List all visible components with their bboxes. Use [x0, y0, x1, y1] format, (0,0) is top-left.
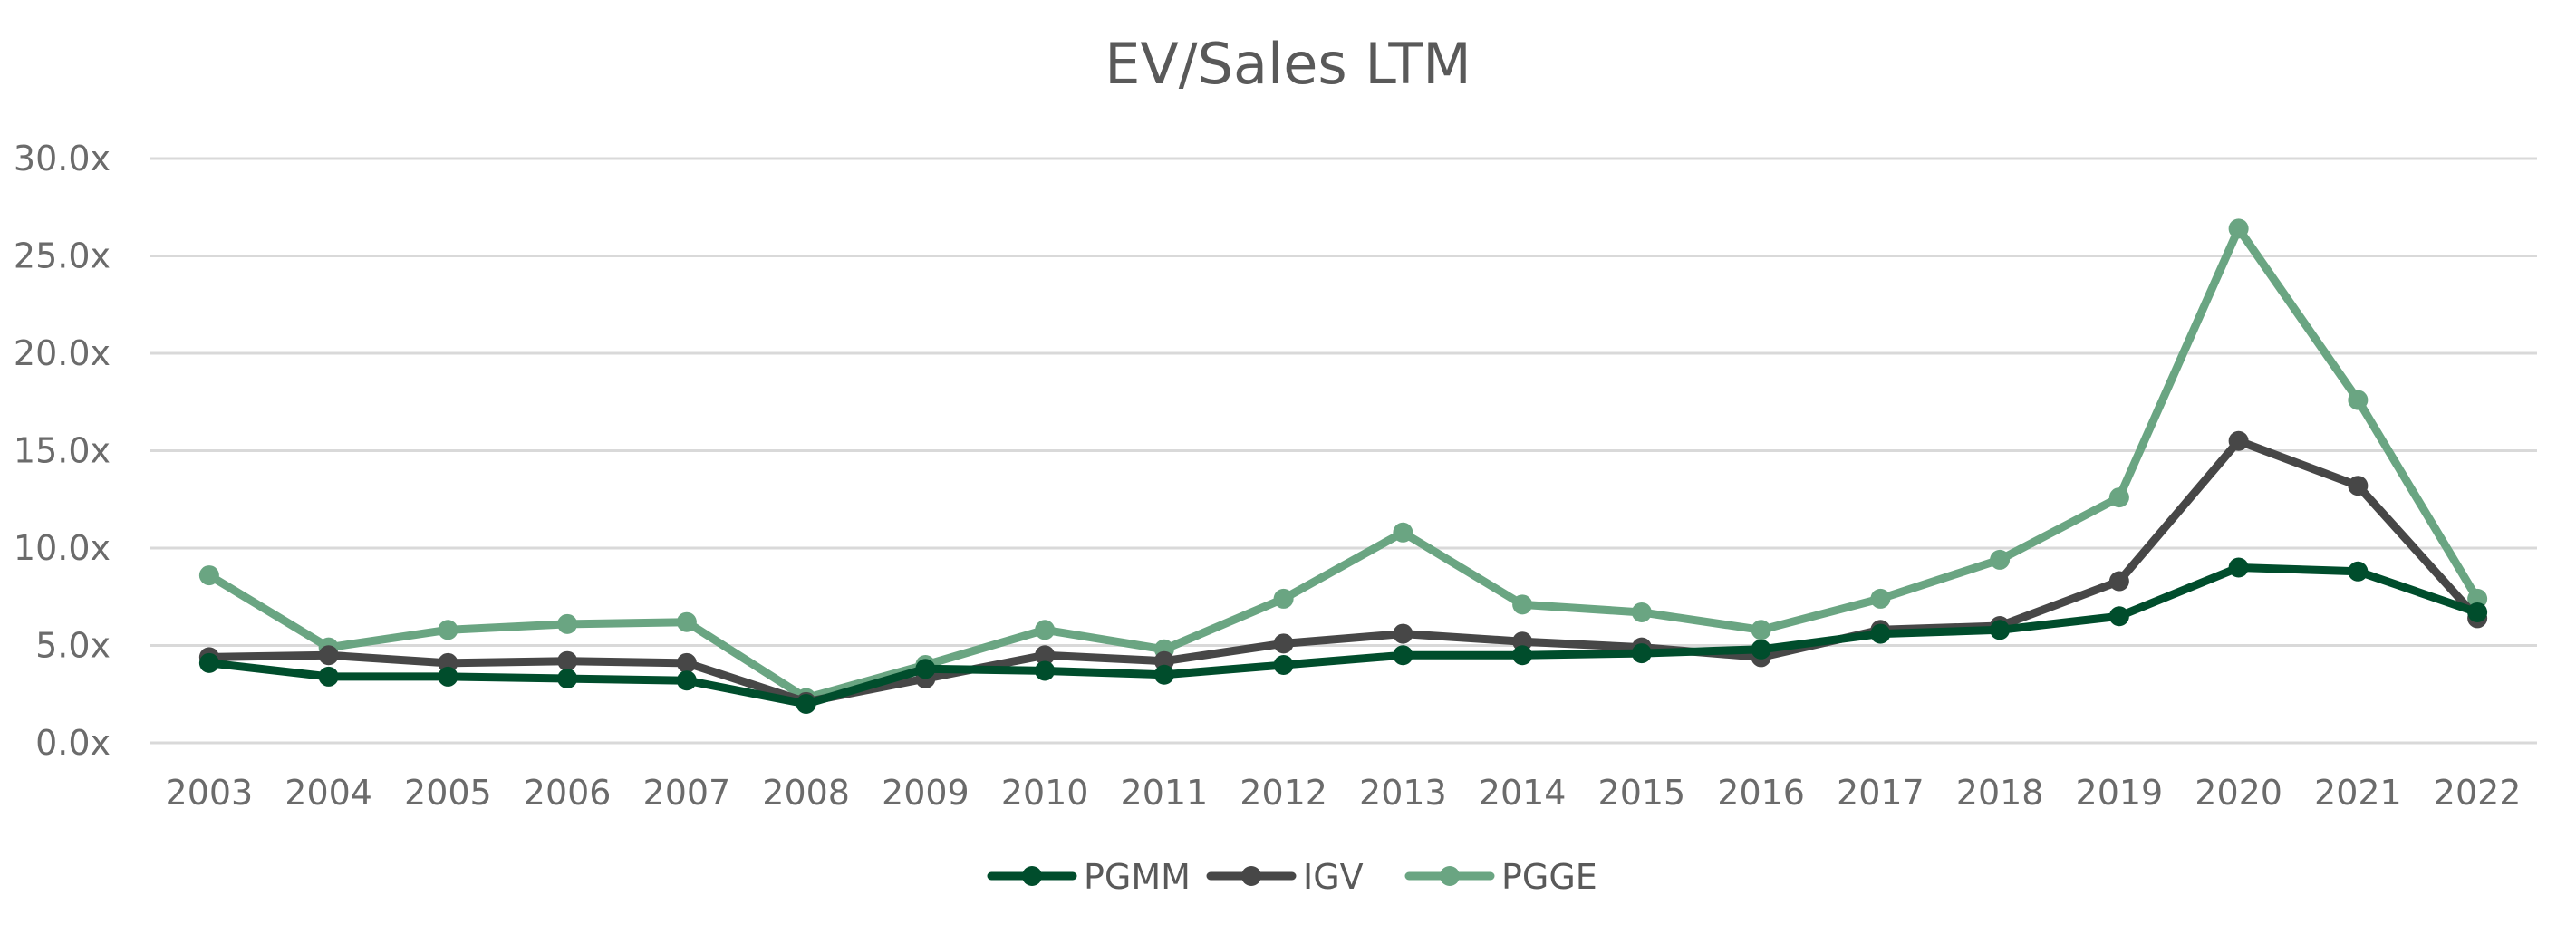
data-point	[1035, 645, 1056, 666]
legend-marker	[1440, 866, 1460, 886]
x-tick-label: 2011	[1121, 773, 1209, 813]
legend-marker	[1241, 866, 1261, 886]
data-point	[438, 666, 458, 687]
legend-item-pgmm: PGMM	[987, 857, 1191, 897]
data-point	[1751, 639, 1771, 660]
data-point	[1393, 645, 1413, 666]
y-tick-label: 25.0x	[14, 236, 111, 276]
x-tick-label: 2014	[1479, 773, 1567, 813]
data-point	[1153, 664, 1174, 685]
data-point	[796, 694, 816, 714]
data-point	[1870, 623, 1891, 644]
data-point	[1990, 549, 2011, 570]
data-point	[1273, 588, 1294, 609]
data-point	[438, 652, 458, 673]
x-tick-label: 2003	[166, 773, 254, 813]
y-tick-label: 0.0x	[35, 723, 111, 763]
data-point	[557, 613, 578, 634]
data-point	[676, 670, 697, 691]
data-point	[1631, 643, 1652, 664]
x-tick-label: 2017	[1837, 773, 1925, 813]
data-point	[557, 650, 578, 671]
grid-lines	[150, 157, 2537, 745]
series-layer	[198, 218, 2488, 714]
data-point	[2467, 588, 2488, 609]
legend-label: IGV	[1303, 857, 1364, 897]
data-point	[1273, 633, 1294, 654]
x-tick-label: 2022	[2434, 773, 2522, 813]
x-tick-label: 2021	[2314, 773, 2402, 813]
data-point	[2228, 557, 2249, 578]
series-line	[205, 563, 2482, 708]
series-pgmm	[198, 557, 2488, 714]
data-point	[676, 611, 697, 632]
data-point	[2108, 487, 2129, 508]
y-tick-label: 15.0x	[14, 431, 111, 471]
chart-title: EV/Sales LTM	[1105, 31, 1471, 97]
x-tick-label: 2020	[2195, 773, 2282, 813]
legend-label: PGMM	[1084, 857, 1191, 897]
x-tick-label: 2018	[1956, 773, 2044, 813]
y-tick-label: 30.0x	[14, 139, 111, 178]
legend-label: PGGE	[1501, 857, 1597, 897]
data-point	[1393, 522, 1413, 543]
data-point	[1273, 655, 1294, 675]
legend-marker	[1022, 866, 1042, 886]
y-tick-label: 20.0x	[14, 333, 111, 373]
data-point	[1512, 594, 1533, 615]
data-point	[2348, 476, 2369, 496]
data-point	[1751, 620, 1771, 640]
data-point	[1035, 620, 1056, 640]
series-line	[205, 224, 2482, 703]
y-axis-tick-labels: 0.0x 5.0x 10.0x 15.0x 20.0x 25.0x 30.0x	[14, 139, 111, 763]
legend-item-igv: IGV	[1206, 857, 1364, 897]
x-tick-label: 2013	[1359, 773, 1447, 813]
x-tick-label: 2007	[643, 773, 731, 813]
x-axis-tick-labels: 2003 2004 2005 2006 2007 2008 2009 2010 2011 2012…	[166, 773, 2522, 813]
legend-item-pgge: PGGE	[1404, 857, 1597, 897]
x-tick-label: 2009	[882, 773, 970, 813]
data-point	[2108, 606, 2129, 627]
data-point	[1512, 631, 1533, 652]
x-tick-label: 2005	[404, 773, 492, 813]
series-igv	[198, 430, 2488, 712]
data-point	[1035, 660, 1056, 681]
x-tick-label: 2012	[1240, 773, 1327, 813]
data-point	[318, 666, 339, 687]
data-point	[2228, 430, 2249, 451]
data-point	[2348, 390, 2369, 410]
data-point	[2467, 602, 2488, 622]
data-point	[438, 620, 458, 640]
x-tick-label: 2006	[524, 773, 612, 813]
x-tick-label: 2019	[2076, 773, 2164, 813]
data-point	[1393, 623, 1413, 644]
x-tick-label: 2015	[1598, 773, 1686, 813]
data-point	[676, 652, 697, 673]
data-point	[557, 669, 578, 689]
data-point	[198, 652, 219, 673]
x-tick-label: 2008	[762, 773, 850, 813]
data-point	[1512, 645, 1533, 666]
x-tick-label: 2004	[285, 773, 372, 813]
data-point	[915, 659, 936, 679]
data-point	[1870, 588, 1891, 609]
data-point	[1153, 650, 1174, 671]
data-point	[1631, 602, 1652, 622]
data-point	[2228, 218, 2249, 239]
data-point	[318, 645, 339, 666]
data-point	[198, 565, 219, 586]
legend: PGMM IGV PGGE	[987, 857, 1597, 897]
data-point	[1990, 620, 2011, 640]
y-tick-label: 5.0x	[35, 626, 111, 666]
series-line	[205, 437, 2482, 707]
x-tick-label: 2016	[1717, 773, 1805, 813]
y-tick-label: 10.0x	[14, 528, 111, 568]
data-point	[2348, 561, 2369, 582]
data-point	[2108, 571, 2129, 592]
x-tick-label: 2010	[1001, 773, 1089, 813]
